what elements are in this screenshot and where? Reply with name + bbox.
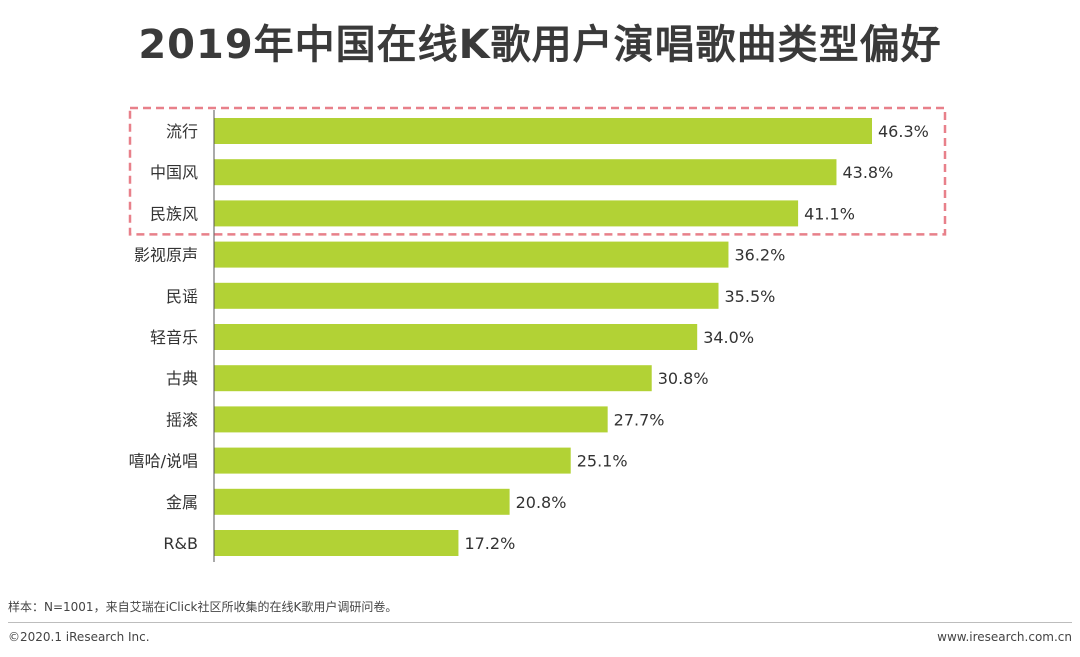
category-label: 流行 [166, 122, 198, 141]
bar [214, 200, 799, 227]
value-label: 17.2% [464, 534, 515, 553]
value-label: 35.5% [725, 287, 776, 306]
value-label: 43.8% [842, 163, 893, 182]
copyright-text: ©2020.1 iResearch Inc. [8, 630, 150, 644]
bar-chart: 流行 46.3% 中国风 43.8% 民族风 41.1% 影视原声 36.2% 民谣 35.5% 轻… [128, 106, 947, 562]
category-label: 民谣 [166, 287, 198, 306]
chart-title: 2019年中国在线K歌用户演唱歌曲类型偏好 [138, 22, 942, 68]
value-label: 34.0% [703, 328, 754, 347]
category-label: 轻音乐 [150, 328, 198, 347]
bar [214, 241, 729, 268]
bar [214, 365, 652, 392]
bar [214, 159, 837, 186]
value-label: 20.8% [516, 493, 567, 512]
website-link[interactable]: www.iresearch.com.cn [937, 630, 1072, 644]
value-label: 36.2% [734, 246, 785, 265]
category-label: R&B [163, 534, 198, 553]
category-label: 金属 [166, 493, 198, 512]
category-label: 中国风 [150, 163, 198, 182]
category-label: 摇滚 [166, 410, 198, 429]
value-label: 46.3% [878, 122, 929, 141]
footer-divider [8, 622, 1072, 623]
bar [214, 118, 872, 144]
bar [214, 406, 608, 433]
sample-note: 样本：N=1001，来自艾瑞在iClick社区所收集的在线K歌用户调研问卷。 [8, 600, 398, 614]
bar [214, 488, 510, 515]
bar [214, 324, 698, 350]
highlight-box [128, 106, 947, 236]
category-label: 嘻哈/说唱 [129, 452, 198, 471]
value-label: 41.1% [804, 204, 855, 223]
category-label: 民族风 [150, 204, 198, 223]
category-label: 影视原声 [134, 246, 198, 265]
bar [214, 530, 459, 556]
value-label: 27.7% [614, 410, 665, 429]
bar [214, 447, 571, 474]
value-label: 25.1% [577, 452, 628, 471]
bar [214, 282, 719, 309]
value-label: 30.8% [658, 369, 709, 388]
category-label: 古典 [166, 369, 198, 388]
